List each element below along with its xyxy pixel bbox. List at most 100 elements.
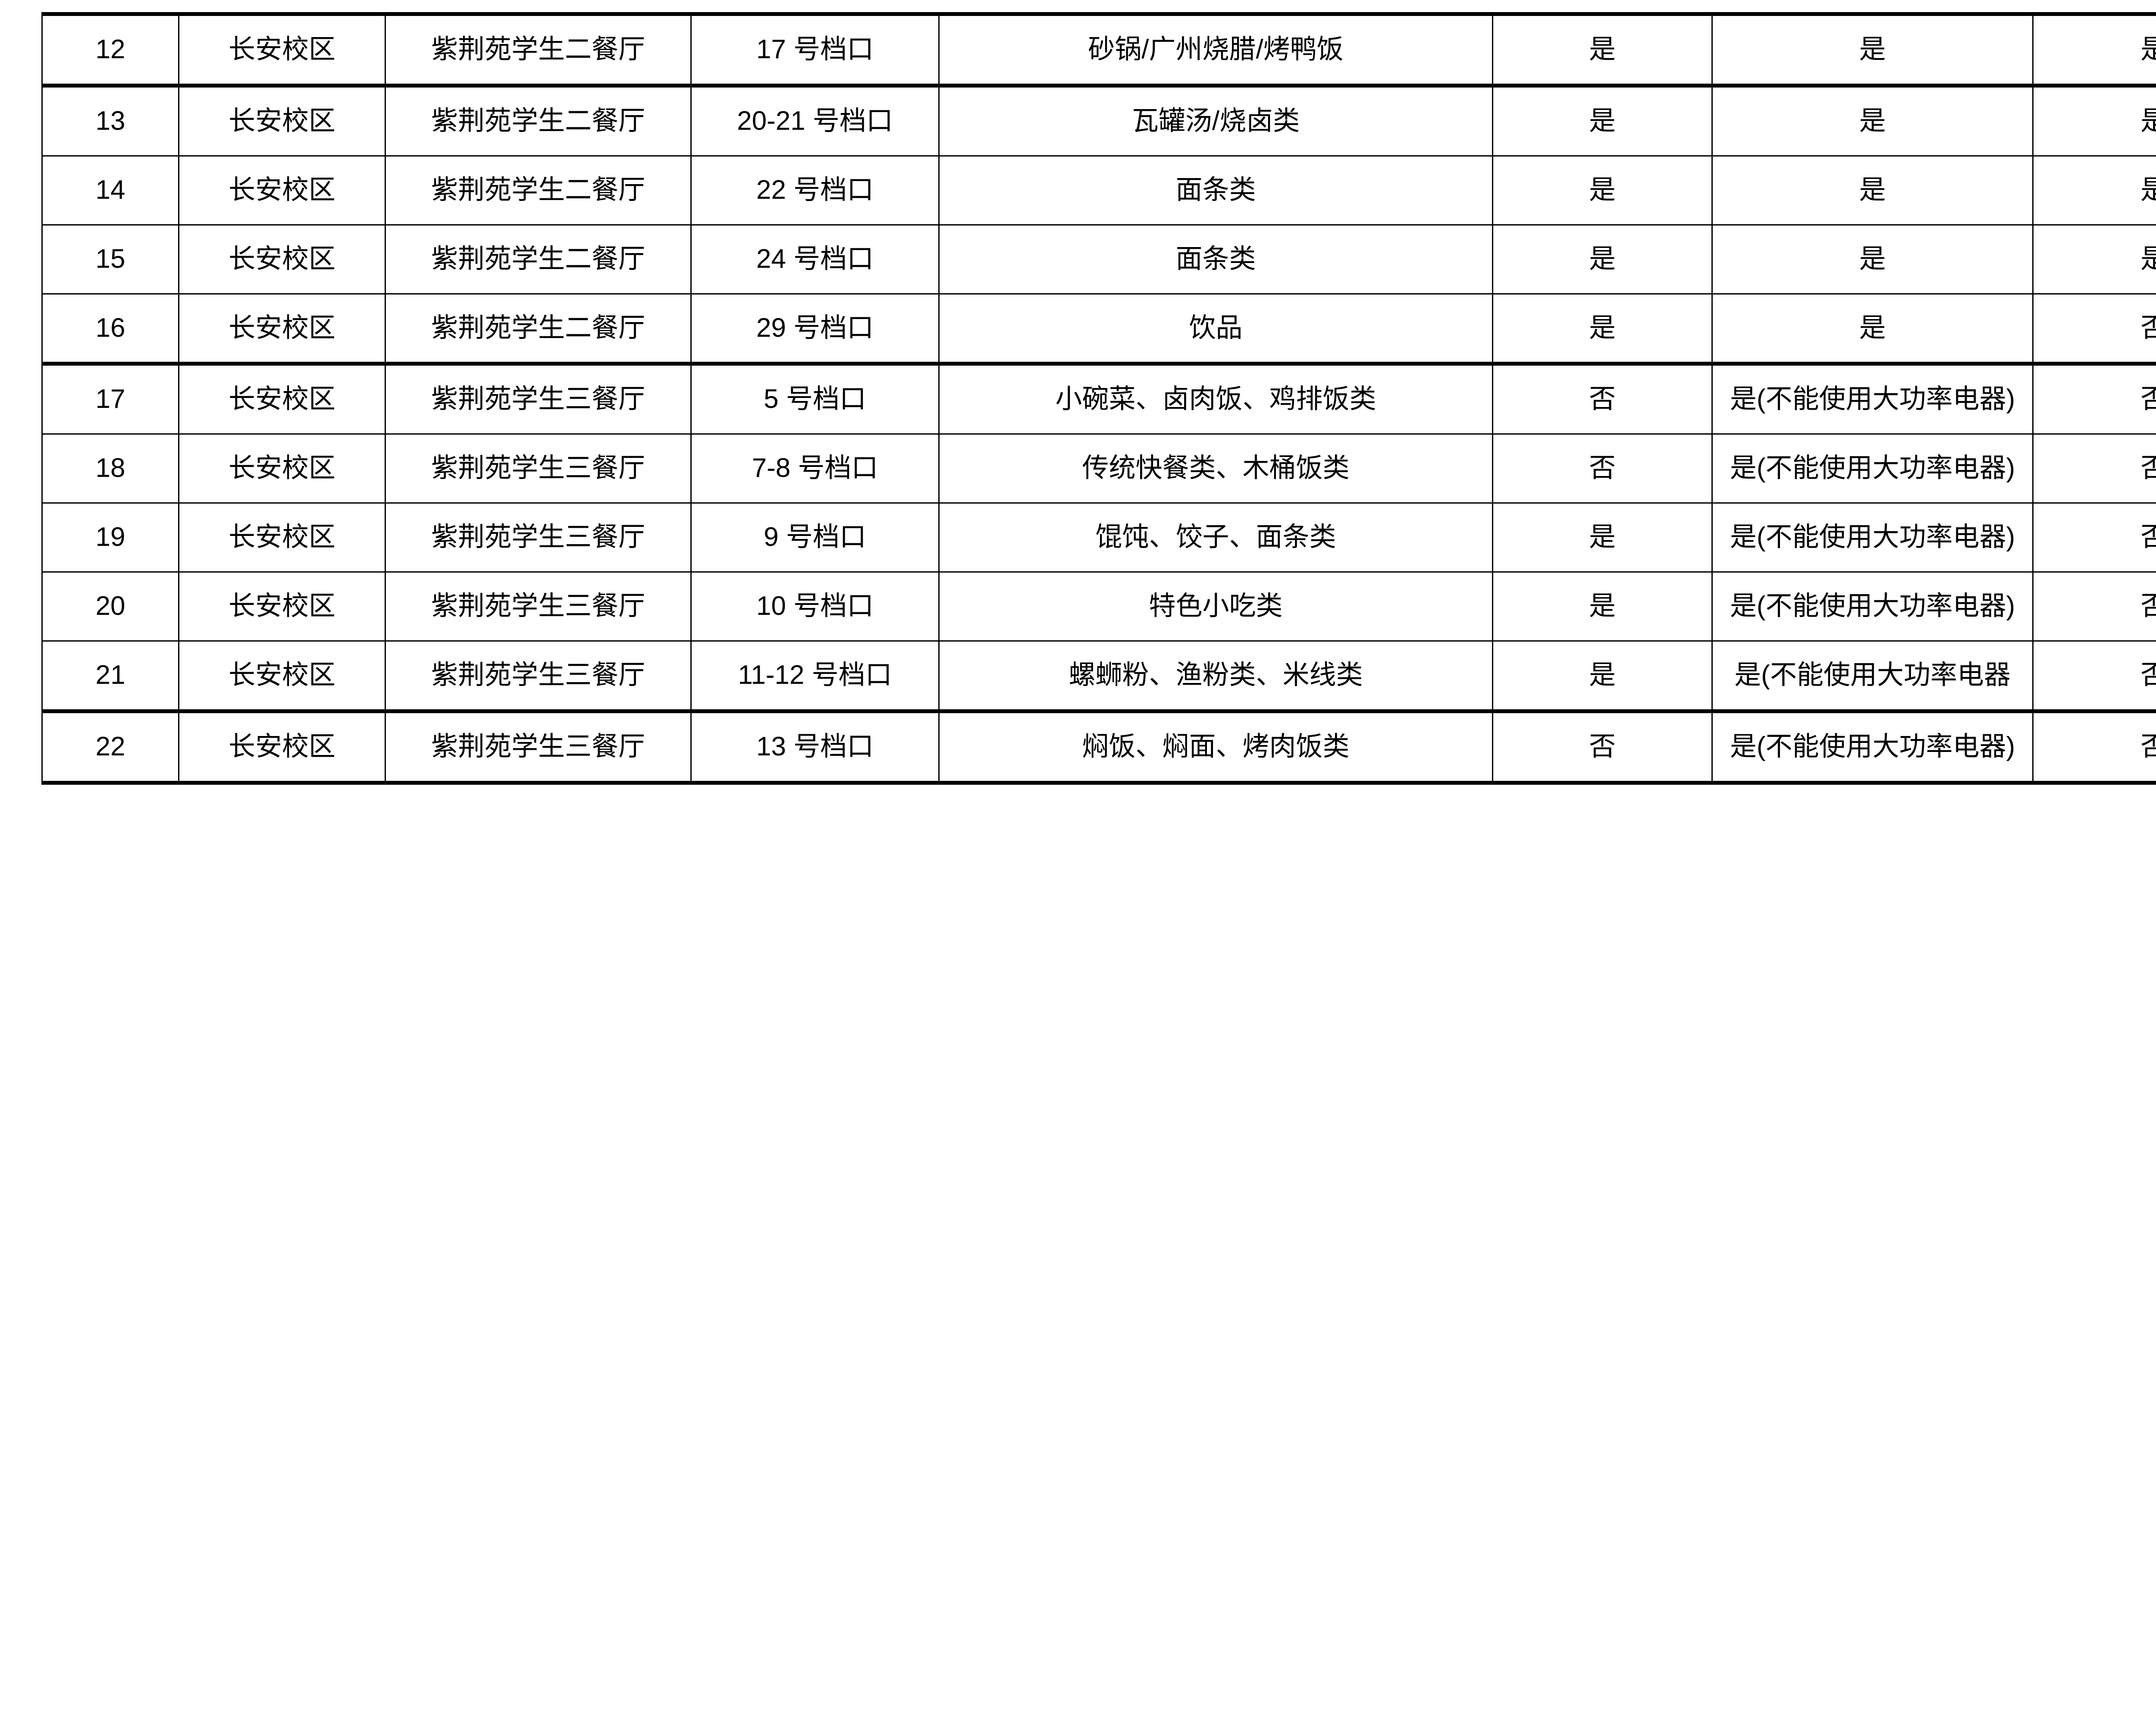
cell-canteen: 紫荆苑学生三餐厅: [385, 709, 692, 785]
cell-canteen: 紫荆苑学生二餐厅: [385, 293, 692, 366]
cell-fire: 是: [2032, 83, 2156, 157]
table-row: 12 长安校区 紫荆苑学生二餐厅 17 号档口 砂锅/广州烧腊/烤鸭饭 是 是 …: [41, 12, 2156, 86]
cell-canteen: 紫荆苑学生三餐厅: [385, 640, 692, 712]
cell-gas: 否: [1492, 709, 1713, 785]
cell-canteen: 紫荆苑学生三餐厅: [385, 363, 692, 435]
cell-stall: 10 号档口: [690, 571, 940, 642]
cell-campus: 长安校区: [178, 363, 386, 435]
cell-category: 螺蛳粉、渔粉类、米线类: [938, 640, 1493, 712]
cell-electric: 是: [1711, 293, 2034, 366]
cell-electric: 是: [1711, 83, 2034, 157]
table-row: 18 长安校区 紫荆苑学生三餐厅 7-8 号档口 传统快餐类、木桶饭类 否 是(…: [41, 433, 2156, 504]
cell-gas: 是: [1492, 224, 1713, 294]
cell-campus: 长安校区: [178, 571, 386, 642]
cell-campus: 长安校区: [178, 640, 386, 712]
cell-gas: 是: [1492, 293, 1713, 366]
cell-electric: 是(不能使用大功率电器): [1711, 363, 2034, 435]
cell-category: 面条类: [938, 224, 1493, 294]
cell-index: 16: [41, 293, 179, 366]
cell-campus: 长安校区: [178, 155, 386, 226]
cell-canteen: 紫荆苑学生三餐厅: [385, 502, 692, 573]
cell-category: 特色小吃类: [938, 571, 1493, 642]
cell-campus: 长安校区: [178, 293, 386, 366]
cell-fire: 是: [2032, 224, 2156, 294]
cell-campus: 长安校区: [178, 709, 386, 785]
cell-stall: 11-12 号档口: [690, 640, 940, 712]
cell-canteen: 紫荆苑学生三餐厅: [385, 433, 692, 504]
cell-campus: 长安校区: [178, 83, 386, 157]
table-row: 17 长安校区 紫荆苑学生三餐厅 5 号档口 小碗菜、卤肉饭、鸡排饭类 否 是(…: [41, 363, 2156, 435]
cell-fire: 否: [2032, 571, 2156, 642]
cell-campus: 长安校区: [178, 224, 386, 294]
cell-gas: 是: [1492, 83, 1713, 157]
cell-stall: 17 号档口: [690, 12, 940, 86]
cell-canteen: 紫荆苑学生二餐厅: [385, 83, 692, 157]
cell-canteen: 紫荆苑学生二餐厅: [385, 12, 692, 86]
cell-canteen: 紫荆苑学生二餐厅: [385, 224, 692, 294]
cell-category: 小碗菜、卤肉饭、鸡排饭类: [938, 363, 1493, 435]
cell-gas: 是: [1492, 502, 1713, 573]
cell-gas: 否: [1492, 363, 1713, 435]
cell-category: 焖饭、焖面、烤肉饭类: [938, 709, 1493, 785]
cell-fire: 否: [2032, 640, 2156, 712]
table-row: 13 长安校区 紫荆苑学生二餐厅 20-21 号档口 瓦罐汤/烧卤类 是 是 是…: [41, 83, 2156, 157]
cell-index: 13: [41, 83, 179, 157]
cell-electric: 是(不能使用大功率电器): [1711, 571, 2034, 642]
cell-index: 22: [41, 709, 179, 785]
cell-category: 瓦罐汤/烧卤类: [938, 83, 1493, 157]
cell-stall: 9 号档口: [690, 502, 940, 573]
cell-stall: 24 号档口: [690, 224, 940, 294]
cell-fire: 否: [2032, 293, 2156, 366]
cell-stall: 13 号档口: [690, 709, 940, 785]
cell-stall: 22 号档口: [690, 155, 940, 226]
cell-fire: 是: [2032, 12, 2156, 86]
cell-category: 砂锅/广州烧腊/烤鸭饭: [938, 12, 1493, 86]
table-row: 19 长安校区 紫荆苑学生三餐厅 9 号档口 馄饨、饺子、面条类 是 是(不能使…: [41, 502, 2156, 573]
cell-electric: 是: [1711, 224, 2034, 294]
cell-canteen: 紫荆苑学生三餐厅: [385, 571, 692, 642]
cell-electric: 是: [1711, 155, 2034, 226]
cell-index: 14: [41, 155, 179, 226]
cell-stall: 5 号档口: [690, 363, 940, 435]
table-row: 21 长安校区 紫荆苑学生三餐厅 11-12 号档口 螺蛳粉、渔粉类、米线类 是…: [41, 640, 2156, 712]
table-row: 16 长安校区 紫荆苑学生二餐厅 29 号档口 饮品 是 是 否 无: [41, 293, 2156, 366]
cell-index: 18: [41, 433, 179, 504]
cell-index: 21: [41, 640, 179, 712]
cell-index: 17: [41, 363, 179, 435]
cell-fire: 否: [2032, 709, 2156, 785]
cell-category: 面条类: [938, 155, 1493, 226]
cell-electric: 是(不能使用大功率电器): [1711, 502, 2034, 573]
cell-index: 20: [41, 571, 179, 642]
cell-stall: 7-8 号档口: [690, 433, 940, 504]
cell-campus: 长安校区: [178, 12, 386, 86]
table-body: 12 长安校区 紫荆苑学生二餐厅 17 号档口 砂锅/广州烧腊/烤鸭饭 是 是 …: [41, 12, 2156, 785]
cell-index: 15: [41, 224, 179, 294]
cell-electric: 是(不能使用大功率电器): [1711, 433, 2034, 504]
cell-gas: 否: [1492, 433, 1713, 504]
cell-stall: 20-21 号档口: [690, 83, 940, 157]
cell-fire: 否: [2032, 433, 2156, 504]
cell-category: 饮品: [938, 293, 1493, 366]
table-row: 22 长安校区 紫荆苑学生三餐厅 13 号档口 焖饭、焖面、烤肉饭类 否 是(不…: [41, 709, 2156, 785]
cell-fire: 否: [2032, 363, 2156, 435]
cell-fire: 是: [2032, 155, 2156, 226]
cell-electric: 是(不能使用大功率电器: [1711, 640, 2034, 712]
cell-gas: 是: [1492, 12, 1713, 86]
cell-canteen: 紫荆苑学生二餐厅: [385, 155, 692, 226]
cell-index: 19: [41, 502, 179, 573]
table-row: 14 长安校区 紫荆苑学生二餐厅 22 号档口 面条类 是 是 是 冰柜、操作台…: [41, 155, 2156, 226]
cell-gas: 是: [1492, 571, 1713, 642]
cell-electric: 是(不能使用大功率电器): [1711, 709, 2034, 785]
table-row: 20 长安校区 紫荆苑学生三餐厅 10 号档口 特色小吃类 是 是(不能使用大功…: [41, 571, 2156, 642]
cell-gas: 是: [1492, 640, 1713, 712]
cell-campus: 长安校区: [178, 502, 386, 573]
cell-gas: 是: [1492, 155, 1713, 226]
cell-stall: 29 号档口: [690, 293, 940, 366]
cell-category: 传统快餐类、木桶饭类: [938, 433, 1493, 504]
cell-fire: 否: [2032, 502, 2156, 573]
cell-electric: 是: [1711, 12, 2034, 86]
table-container: 12 长安校区 紫荆苑学生二餐厅 17 号档口 砂锅/广州烧腊/烤鸭饭 是 是 …: [41, 12, 2156, 785]
table-row: 15 长安校区 紫荆苑学生二餐厅 24 号档口 面条类 是 是 是 冰柜、操作台…: [41, 224, 2156, 294]
cell-index: 12: [41, 12, 179, 86]
